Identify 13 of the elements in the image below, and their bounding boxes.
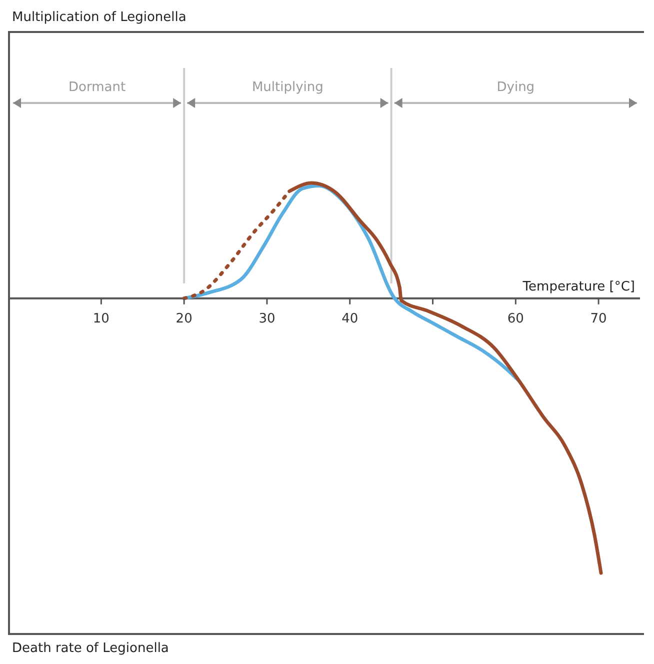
text: Dying	[496, 80, 535, 95]
x-tick-label: 60	[507, 311, 524, 326]
x-tick-label: 10	[92, 311, 110, 326]
x-tick-label: 20	[176, 311, 192, 326]
text: Dormant	[68, 80, 126, 95]
text: Multiplying	[252, 80, 324, 95]
chart-title: Multiplication of Legionella	[11, 9, 188, 27]
text: Death rate of Legionella	[11, 640, 170, 656]
x-tick-label: 70	[590, 311, 607, 326]
frame: 10 20 30 40 60 70 Temperature [°C] Dormant Multiplying Dying	[8, 31, 644, 635]
x-tick-label: 30	[258, 311, 276, 326]
x-axis-title: Temperature [°C]	[522, 280, 635, 295]
x-tick-label: 40	[342, 311, 358, 326]
